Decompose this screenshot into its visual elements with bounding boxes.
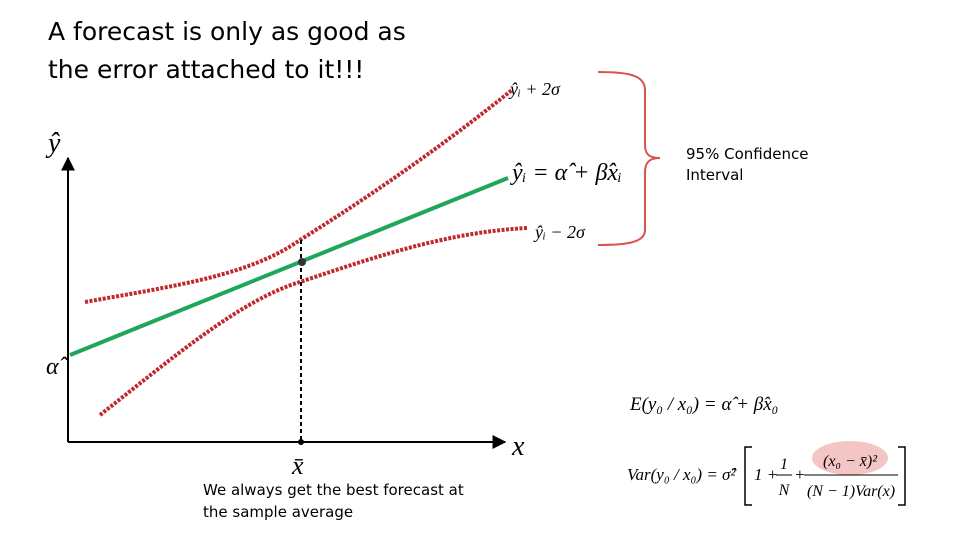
highlight xyxy=(812,441,888,475)
frac1-den: N xyxy=(778,482,791,499)
upper-band xyxy=(84,88,514,304)
intercept-label: α̂ xyxy=(46,354,68,380)
caption-line: We always get the best forecast at xyxy=(203,481,464,499)
title-line: A forecast is only as good as xyxy=(48,17,406,46)
caption-line: the sample average xyxy=(203,503,353,521)
title-line: the error attached to it!!! xyxy=(48,55,364,84)
variance-lhs: Var(y₀ / x₀) = σ̂² xyxy=(627,465,737,484)
interval-line: 95% Confidence xyxy=(686,145,808,163)
upper-label: ŷᵢ + 2σ xyxy=(508,79,561,99)
expectation-formula: E(y₀ / x₀) = α̂ + β̂x₀ xyxy=(629,394,778,415)
x-axis-label: x xyxy=(511,431,525,462)
mean-point xyxy=(298,258,306,266)
interval-bracket xyxy=(597,71,661,246)
frac2-den: (N − 1)Var(x) xyxy=(807,483,895,500)
mean-tick xyxy=(298,439,304,445)
interval-line: Interval xyxy=(686,166,743,184)
frac1-num: 1 xyxy=(780,456,788,473)
variance-plus: + xyxy=(794,465,805,484)
lower-label: ŷᵢ − 2σ xyxy=(533,222,586,242)
regression-line xyxy=(69,176,509,357)
y-axis-label: ŷ xyxy=(45,128,61,159)
frac2-num: (x₀ − x̄)² xyxy=(823,453,878,470)
middle-label: ŷᵢ = α̂ + β̂xᵢ xyxy=(510,160,622,186)
bracket xyxy=(744,446,906,506)
mean-label: x̄ xyxy=(291,451,304,480)
variance-one: 1 + xyxy=(754,465,778,484)
